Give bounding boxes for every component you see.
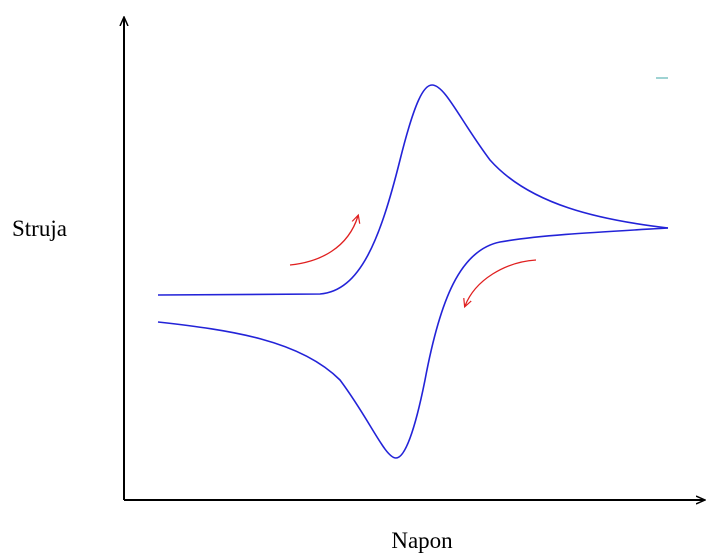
forward-scan-curve xyxy=(157,84,669,296)
y-axis-label: Struja xyxy=(12,216,67,241)
reverse-scan-curve xyxy=(157,227,669,459)
x-axis-label: Napon xyxy=(391,528,453,553)
forward-direction-arrow xyxy=(289,216,358,266)
reverse-direction-arrow xyxy=(465,259,537,306)
